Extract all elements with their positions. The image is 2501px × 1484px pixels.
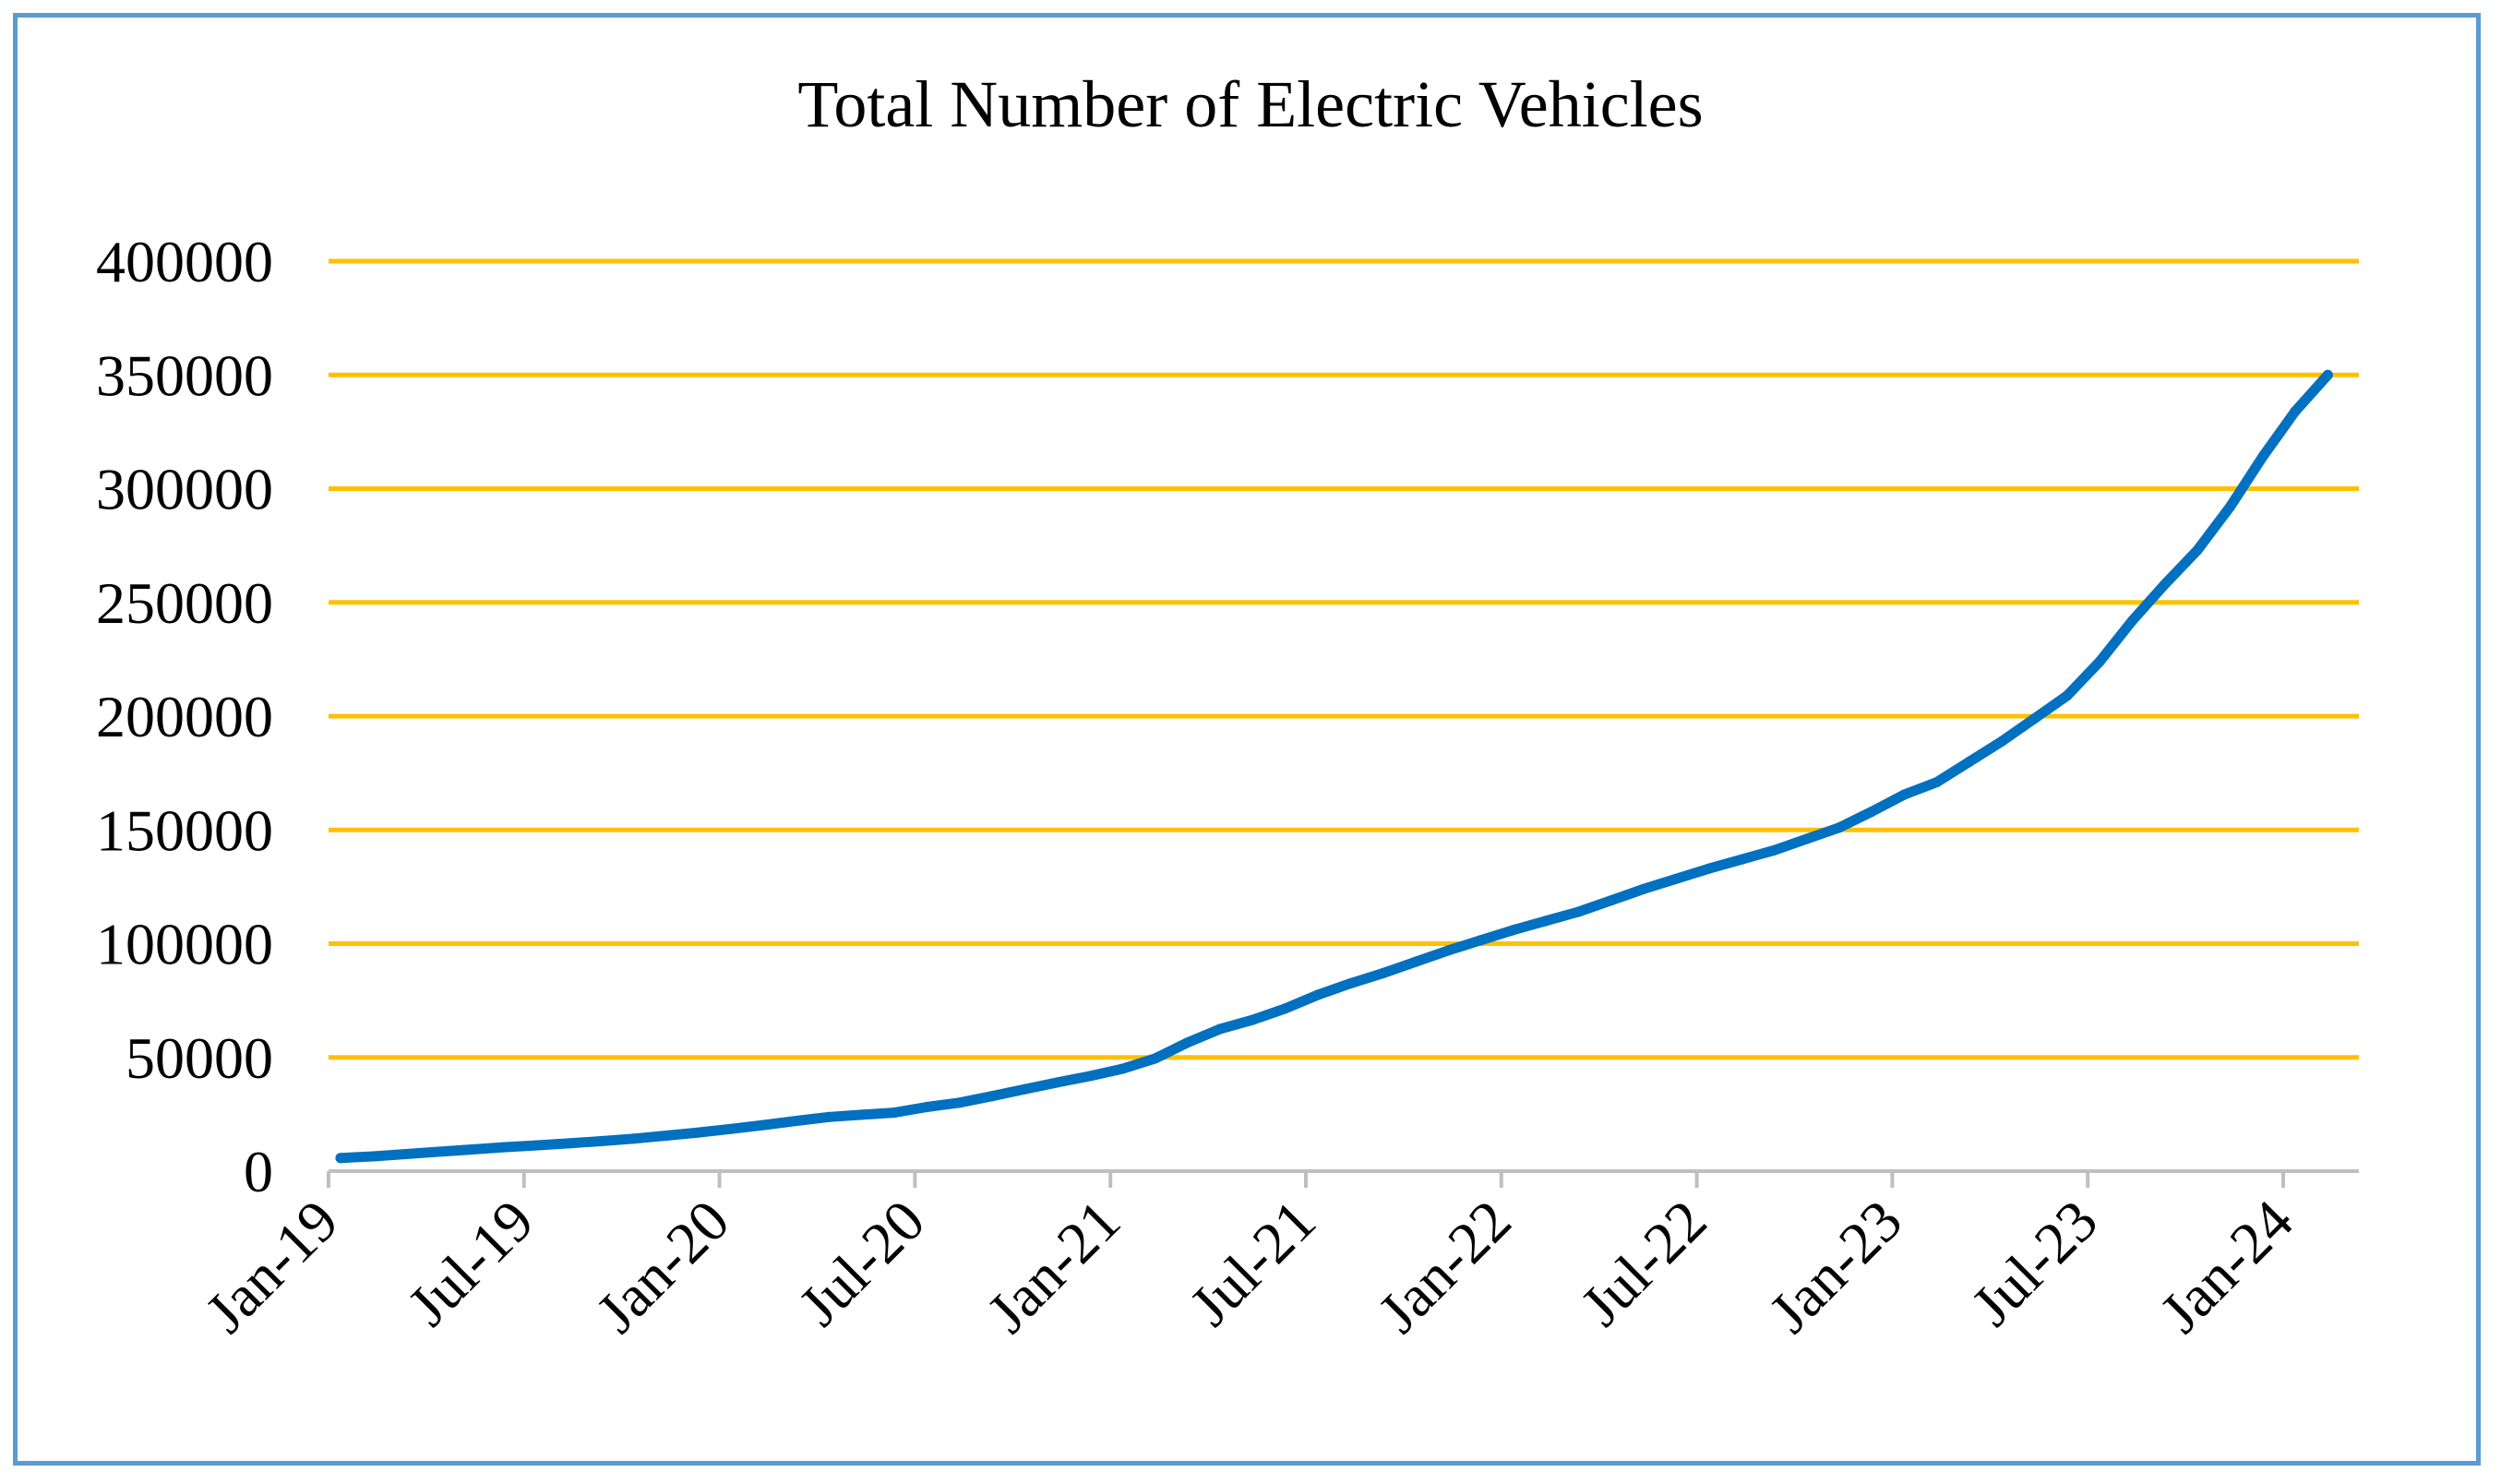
data-point — [1801, 833, 1812, 844]
data-point — [1215, 1023, 1226, 1035]
data-point — [1410, 956, 1421, 967]
data-point — [1670, 873, 1681, 884]
y-tick-label: 400000 — [96, 229, 273, 294]
x-tick-label: Jul-20 — [786, 1188, 937, 1338]
data-point — [1280, 1003, 1291, 1014]
data-point — [1540, 916, 1551, 927]
data-point — [1898, 789, 1909, 800]
data-point — [1508, 925, 1519, 936]
data-point — [1345, 978, 1356, 989]
line-chart: Total Number of Electric Vehicles 0 50000… — [96, 67, 2359, 1346]
data-point — [726, 1123, 737, 1134]
y-axis-tick-labels: 0 50000 100000 150000 200000 250000 300000 3500… — [96, 229, 273, 1204]
chart-title: Total Number of Electric Vehicles — [797, 67, 1703, 141]
data-point — [1052, 1077, 1063, 1088]
y-tick-label: 50000 — [126, 1025, 273, 1091]
x-tick-label: Jan-19 — [193, 1188, 351, 1346]
data-point — [531, 1140, 542, 1151]
x-tick-label: Jan-24 — [2148, 1188, 2305, 1346]
y-tick-label: 300000 — [96, 457, 273, 522]
x-tick-label: Jan-23 — [1756, 1188, 1914, 1346]
data-point — [2160, 579, 2171, 590]
x-tick-label: Jan-20 — [584, 1188, 742, 1346]
gridlines — [329, 258, 2359, 1060]
y-tick-label: 150000 — [96, 797, 273, 863]
data-point — [1996, 736, 2007, 747]
data-point — [433, 1146, 444, 1157]
x-axis — [327, 1169, 2359, 1188]
data-point — [1182, 1037, 1193, 1048]
data-point — [1312, 989, 1323, 1000]
y-tick-label: 350000 — [96, 342, 273, 408]
data-point — [661, 1131, 672, 1141]
data-point — [1573, 906, 1584, 917]
data-point — [1019, 1083, 1030, 1095]
data-point — [1606, 895, 1617, 906]
series-line — [335, 369, 2333, 1164]
data-point — [2290, 406, 2301, 417]
data-point — [1638, 883, 1649, 894]
data-point — [921, 1102, 932, 1112]
y-tick-label: 200000 — [96, 684, 273, 749]
y-tick-label: 100000 — [96, 912, 273, 977]
data-point — [2062, 690, 2073, 701]
data-point — [1247, 1014, 1258, 1025]
data-point — [1476, 935, 1486, 946]
data-point — [1150, 1053, 1160, 1064]
data-point — [1932, 777, 1943, 787]
data-point — [987, 1091, 998, 1102]
data-point — [1964, 756, 1975, 767]
series-layer — [335, 369, 2333, 1164]
data-point — [367, 1151, 378, 1162]
data-point — [498, 1142, 509, 1153]
y-tick-label: 0 — [244, 1139, 273, 1204]
data-point — [2322, 369, 2333, 380]
x-tick-label: Jul-21 — [1178, 1188, 1328, 1338]
data-point — [1084, 1071, 1095, 1082]
chart-frame: Total Number of Electric Vehicles 0 50000… — [13, 13, 2481, 1466]
data-point — [824, 1111, 834, 1122]
data-point — [693, 1127, 704, 1138]
data-point — [628, 1133, 640, 1144]
data-point — [2029, 713, 2040, 724]
data-point — [791, 1116, 802, 1126]
data-point — [1117, 1063, 1128, 1074]
data-point — [2224, 501, 2235, 512]
data-point — [335, 1153, 346, 1164]
x-tick-label: Jan-22 — [1366, 1188, 1524, 1346]
data-point — [1442, 945, 1454, 956]
data-point — [759, 1119, 770, 1131]
data-point — [2127, 616, 2137, 626]
data-point — [1736, 854, 1747, 865]
x-axis-tick-labels: Jan-19 Jul-19 Jan-20 Jul-20 Jan-21 Jul-21 Jan-… — [193, 1188, 2305, 1346]
data-point — [1834, 822, 1845, 833]
x-tick-label: Jul-23 — [1959, 1188, 2110, 1338]
data-point — [2192, 545, 2203, 556]
data-point — [401, 1149, 412, 1159]
data-point — [595, 1136, 606, 1146]
x-tick-label: Jul-19 — [395, 1188, 545, 1338]
data-point — [856, 1109, 868, 1120]
data-point — [1768, 844, 1779, 856]
x-tick-label: Jul-22 — [1568, 1188, 1718, 1338]
data-point — [465, 1144, 476, 1155]
data-point — [889, 1107, 900, 1119]
data-point — [2257, 451, 2268, 462]
data-point — [2094, 656, 2105, 667]
data-point — [1866, 807, 1877, 817]
x-tick-label: Jan-21 — [975, 1188, 1132, 1346]
data-point — [1704, 863, 1715, 874]
y-tick-label: 250000 — [96, 570, 273, 636]
data-point — [1378, 968, 1389, 978]
data-point — [954, 1097, 965, 1108]
data-point — [563, 1138, 574, 1149]
